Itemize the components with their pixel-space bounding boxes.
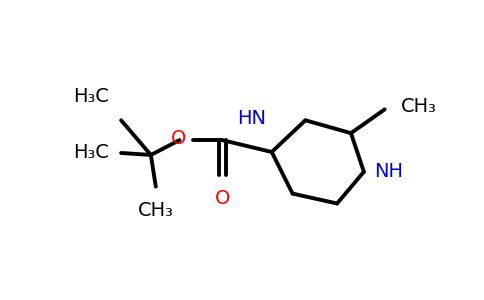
Text: NH: NH [374,162,403,181]
Text: H₃C: H₃C [74,87,109,106]
Text: HN: HN [238,109,266,128]
Text: O: O [171,129,186,148]
Text: H₃C: H₃C [74,143,109,163]
Text: O: O [214,189,230,208]
Text: CH₃: CH₃ [138,200,174,220]
Text: CH₃: CH₃ [401,97,437,116]
